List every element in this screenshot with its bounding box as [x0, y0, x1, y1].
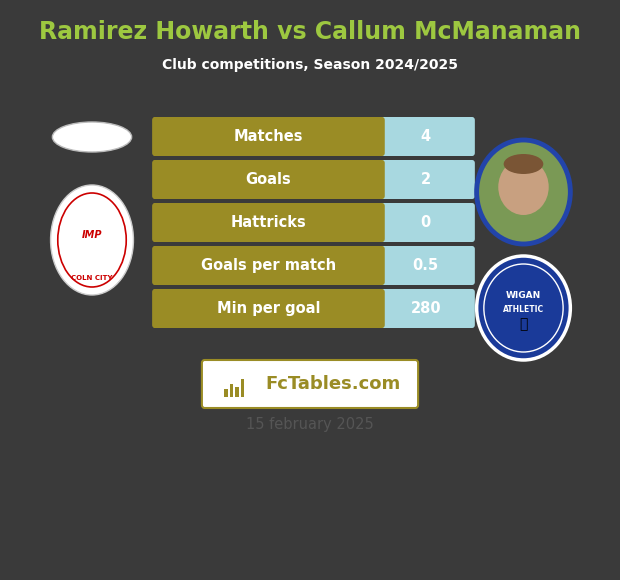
FancyBboxPatch shape: [202, 360, 418, 408]
FancyBboxPatch shape: [153, 203, 385, 242]
FancyBboxPatch shape: [153, 289, 472, 328]
FancyBboxPatch shape: [153, 203, 472, 242]
Text: 15 february 2025: 15 february 2025: [246, 418, 374, 433]
Text: 4: 4: [421, 129, 431, 144]
Text: Club competitions, Season 2024/2025: Club competitions, Season 2024/2025: [162, 58, 458, 72]
Text: ATHLETIC: ATHLETIC: [503, 306, 544, 314]
Circle shape: [498, 159, 549, 215]
FancyBboxPatch shape: [153, 160, 472, 199]
Text: Goals: Goals: [246, 172, 291, 187]
FancyBboxPatch shape: [153, 160, 385, 199]
Bar: [155, 248, 382, 283]
FancyBboxPatch shape: [153, 246, 385, 285]
Circle shape: [477, 140, 570, 244]
Text: Ramirez Howarth vs Callum McManaman: Ramirez Howarth vs Callum McManaman: [39, 20, 581, 44]
Text: Hattricks: Hattricks: [231, 215, 306, 230]
Text: COLN CITY: COLN CITY: [71, 275, 113, 281]
Ellipse shape: [52, 122, 131, 152]
Text: WIGAN: WIGAN: [506, 292, 541, 300]
Bar: [155, 162, 382, 197]
Bar: [224, 389, 228, 397]
Bar: [235, 387, 239, 397]
Text: 280: 280: [410, 301, 441, 316]
FancyBboxPatch shape: [379, 289, 475, 328]
Text: 0.5: 0.5: [413, 258, 439, 273]
FancyBboxPatch shape: [153, 289, 385, 328]
Text: FcTables.com: FcTables.com: [265, 375, 400, 393]
Text: 🌳: 🌳: [520, 317, 528, 331]
Text: Min per goal: Min per goal: [217, 301, 321, 316]
Circle shape: [477, 256, 570, 360]
Text: 0: 0: [420, 215, 431, 230]
FancyBboxPatch shape: [153, 246, 472, 285]
FancyBboxPatch shape: [153, 117, 472, 156]
Text: Goals per match: Goals per match: [201, 258, 336, 273]
FancyBboxPatch shape: [379, 203, 475, 242]
Bar: [155, 205, 382, 240]
Text: 2: 2: [421, 172, 431, 187]
FancyBboxPatch shape: [379, 246, 475, 285]
Bar: [230, 384, 234, 397]
Ellipse shape: [51, 185, 133, 295]
Text: IMP: IMP: [82, 230, 102, 240]
Bar: [241, 379, 244, 397]
Ellipse shape: [503, 154, 543, 174]
FancyBboxPatch shape: [379, 160, 475, 199]
Bar: [155, 291, 382, 326]
Bar: [155, 119, 382, 154]
FancyBboxPatch shape: [379, 117, 475, 156]
FancyBboxPatch shape: [153, 117, 385, 156]
Text: Matches: Matches: [234, 129, 303, 144]
